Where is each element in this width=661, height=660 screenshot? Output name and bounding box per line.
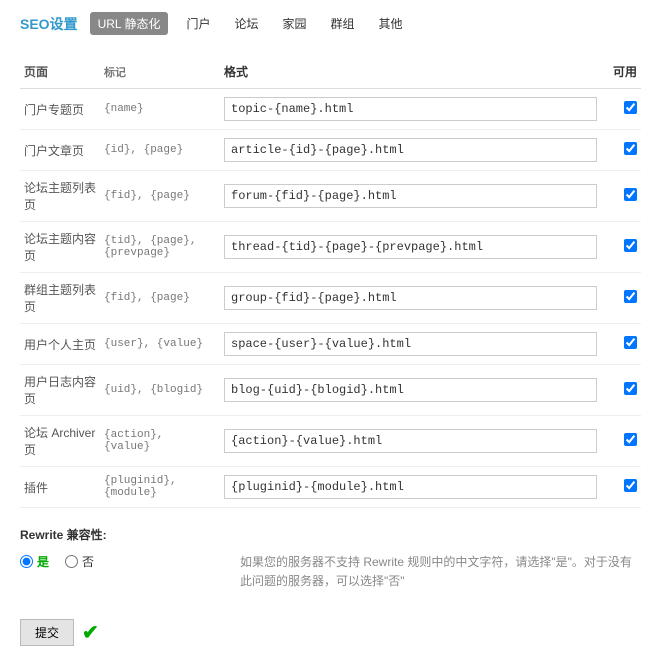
cell-tag: {fid}, {page} xyxy=(100,171,220,222)
th-page: 页面 xyxy=(20,55,100,89)
table-row: 论坛主题列表页 {fid}, {page} xyxy=(20,171,641,222)
checkmark-icon: ✔ xyxy=(82,620,99,645)
format-input[interactable] xyxy=(224,429,597,453)
tab-portal[interactable]: 门户 xyxy=(180,13,216,34)
cell-tag: {fid}, {page} xyxy=(100,273,220,324)
enable-checkbox[interactable] xyxy=(624,188,637,201)
cell-tag: {tid}, {page}, {prevpage} xyxy=(100,222,220,273)
rewrite-radio-group: 是 否 xyxy=(20,553,140,570)
rewrite-help: 如果您的服务器不支持 Rewrite 规则中的中文字符，请选择"是"。对于没有此… xyxy=(160,553,641,591)
tab-url-static[interactable]: URL 静态化 xyxy=(90,12,169,35)
format-input[interactable] xyxy=(224,332,597,356)
format-input[interactable] xyxy=(224,97,597,121)
cell-tag: {action}, {value} xyxy=(100,416,220,467)
enable-checkbox[interactable] xyxy=(624,336,637,349)
submit-button[interactable]: 提交 xyxy=(20,619,74,646)
tab-forum[interactable]: 论坛 xyxy=(229,13,265,34)
table-row: 论坛 Archiver 页 {action}, {value} xyxy=(20,416,641,467)
cell-enable xyxy=(601,89,641,130)
cell-format xyxy=(220,89,601,130)
tab-home[interactable]: 家园 xyxy=(277,13,313,34)
cell-enable xyxy=(601,324,641,365)
cell-tag: {name} xyxy=(100,89,220,130)
seo-table: 页面 标记 格式 可用 门户专题页 {name} 门户文章页 {id}, {pa… xyxy=(20,55,641,508)
cell-enable xyxy=(601,467,641,508)
enable-checkbox[interactable] xyxy=(624,239,637,252)
cell-tag: {id}, {page} xyxy=(100,130,220,171)
cell-format xyxy=(220,416,601,467)
format-input[interactable] xyxy=(224,138,597,162)
cell-format xyxy=(220,467,601,508)
enable-checkbox[interactable] xyxy=(624,290,637,303)
cell-page: 门户专题页 xyxy=(20,89,100,130)
format-input[interactable] xyxy=(224,378,597,402)
table-row: 用户日志内容页 {uid}, {blogid} xyxy=(20,365,641,416)
table-row: 门户文章页 {id}, {page} xyxy=(20,130,641,171)
cell-page: 门户文章页 xyxy=(20,130,100,171)
page-title: SEO设置 xyxy=(20,14,78,34)
format-input[interactable] xyxy=(224,286,597,310)
format-input[interactable] xyxy=(224,475,597,499)
cell-enable xyxy=(601,365,641,416)
rewrite-yes-option[interactable]: 是 xyxy=(20,553,49,570)
cell-format xyxy=(220,324,601,365)
tab-group[interactable]: 群组 xyxy=(325,13,361,34)
rewrite-no-radio[interactable] xyxy=(65,555,78,568)
format-input[interactable] xyxy=(224,184,597,208)
table-row: 插件 {pluginid}, {module} xyxy=(20,467,641,508)
cell-page: 论坛 Archiver 页 xyxy=(20,416,100,467)
rewrite-no-option[interactable]: 否 xyxy=(65,553,94,570)
cell-tag: {user}, {value} xyxy=(100,324,220,365)
enable-checkbox[interactable] xyxy=(624,382,637,395)
cell-enable xyxy=(601,273,641,324)
th-enable: 可用 xyxy=(601,55,641,89)
cell-format xyxy=(220,171,601,222)
cell-format xyxy=(220,365,601,416)
cell-tag: {pluginid}, {module} xyxy=(100,467,220,508)
rewrite-yes-label: 是 xyxy=(37,553,49,570)
table-row: 门户专题页 {name} xyxy=(20,89,641,130)
cell-format xyxy=(220,130,601,171)
cell-page: 插件 xyxy=(20,467,100,508)
th-tag: 标记 xyxy=(100,55,220,89)
th-format: 格式 xyxy=(220,55,601,89)
cell-page: 论坛主题列表页 xyxy=(20,171,100,222)
enable-checkbox[interactable] xyxy=(624,433,637,446)
table-row: 用户个人主页 {user}, {value} xyxy=(20,324,641,365)
cell-tag: {uid}, {blogid} xyxy=(100,365,220,416)
rewrite-no-label: 否 xyxy=(82,553,94,570)
cell-enable xyxy=(601,416,641,467)
rewrite-section: Rewrite 兼容性: 是 否 如果您的服务器不支持 Rewrite 规则中的… xyxy=(20,526,641,591)
cell-page: 论坛主题内容页 xyxy=(20,222,100,273)
cell-enable xyxy=(601,171,641,222)
cell-page: 用户日志内容页 xyxy=(20,365,100,416)
table-row: 群组主题列表页 {fid}, {page} xyxy=(20,273,641,324)
enable-checkbox[interactable] xyxy=(624,142,637,155)
table-row: 论坛主题内容页 {tid}, {page}, {prevpage} xyxy=(20,222,641,273)
enable-checkbox[interactable] xyxy=(624,101,637,114)
cell-format xyxy=(220,222,601,273)
cell-enable xyxy=(601,130,641,171)
format-input[interactable] xyxy=(224,235,597,259)
cell-format xyxy=(220,273,601,324)
cell-page: 用户个人主页 xyxy=(20,324,100,365)
tab-other[interactable]: 其他 xyxy=(373,13,409,34)
top-nav: SEO设置 URL 静态化 门户 论坛 家园 群组 其他 xyxy=(20,12,641,35)
enable-checkbox[interactable] xyxy=(624,479,637,492)
cell-enable xyxy=(601,222,641,273)
rewrite-label: Rewrite 兼容性: xyxy=(20,526,641,543)
submit-area: 提交 ✔ xyxy=(20,619,641,646)
rewrite-yes-radio[interactable] xyxy=(20,555,33,568)
cell-page: 群组主题列表页 xyxy=(20,273,100,324)
